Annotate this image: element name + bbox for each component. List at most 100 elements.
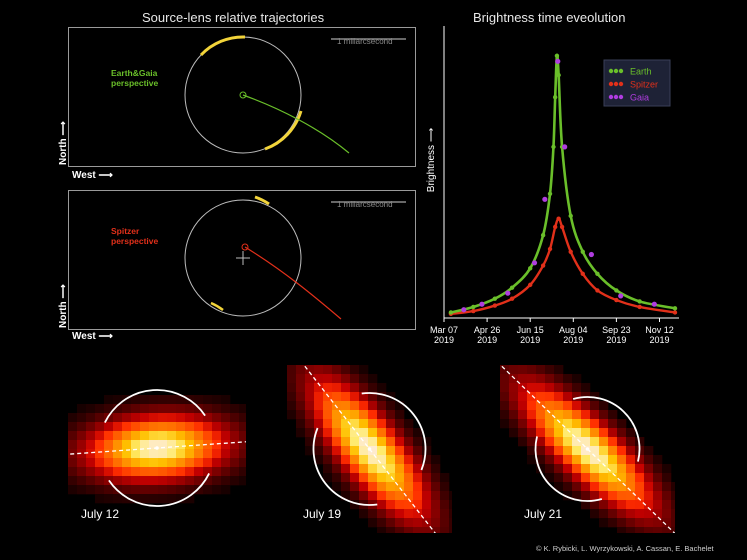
psf-pixel [104,458,114,468]
psf-pixel [635,473,645,483]
data-point-earth [509,285,515,290]
psf-pixel [581,410,591,420]
psf-pixel [431,527,441,533]
psf-pixel [572,401,582,411]
psf-pixel [608,464,618,474]
psf-pixel [158,449,168,459]
psf-pixel [212,395,222,405]
psf-pixel [518,437,528,447]
psf-pixel [581,446,591,456]
psf-pixel [296,401,306,411]
psf-pixel [617,491,627,501]
data-point-gaia [618,293,624,299]
psf-pixel [626,500,636,510]
psf-pixel [671,509,675,519]
psf-pixel [527,401,537,411]
psf-pixel [395,428,405,438]
psf-pixel [563,464,573,474]
psf-pixel [104,413,114,423]
psf-pixel [131,449,141,459]
psf-pixel [509,419,519,429]
psf-pixel [527,383,537,393]
psf-pixel [581,473,591,483]
psf-pixel [590,491,600,501]
psf-pixel [509,401,519,411]
psf-pixel [422,500,432,510]
psf-pixel [287,383,297,393]
psf-pixel [131,476,141,486]
psf-pixel [395,482,405,492]
psf-pixel [554,428,564,438]
psf-pixel [149,467,159,477]
psf-pixel [653,455,663,465]
psf-pixel [527,419,537,429]
psf-pixel [113,449,123,459]
einstein-ring-arc [534,436,603,502]
psf-pixel [221,476,231,486]
psf-pixel [68,440,78,450]
legend-marker [613,81,619,87]
psf-pixel [167,485,177,495]
psf-pixel [377,491,387,501]
psf-pixel [581,383,591,393]
psf-pixel [404,482,414,492]
psf-pixel [131,485,141,495]
psf-pixel [350,419,360,429]
psf-pixel [230,458,240,468]
psf-pixel [500,410,510,420]
psf-pixel [239,431,246,441]
psf-pixel [350,455,360,465]
psf-pixel [653,482,663,492]
psf-pixel [527,365,537,375]
psf-pixel [599,473,609,483]
lens-center [155,446,159,450]
psf-pixel [386,482,396,492]
psf-pixel [395,464,405,474]
psf-pixel [653,527,663,533]
psf-pixel [122,413,132,423]
legend-marker [618,68,624,74]
psf-pixel [341,482,351,492]
psf-pixel [77,458,87,468]
source-trajectory [242,94,350,154]
psf-pixel [314,437,324,447]
psf-pixel [386,401,396,411]
psf-pixel [368,518,378,528]
psf-pixel [617,446,627,456]
psf-pixel [221,395,231,405]
north-label: North ⟶ [58,121,69,165]
psf-pixel [635,509,645,519]
data-point-earth [568,213,573,219]
psf-pixel [359,374,369,384]
psf-pixel [635,500,645,510]
psf-pixel [404,500,414,510]
psf-pixel [368,392,378,402]
psf-pixel [122,494,132,504]
psf-pixel [626,437,636,447]
psf-pixel [212,449,222,459]
psf-pixel [86,467,96,477]
psf-pixel [203,476,213,486]
psf-pixel [386,428,396,438]
psf-pixel [113,440,123,450]
data-point-spitzer [509,296,515,301]
psf-pixel [341,491,351,501]
psf-pixel [572,464,582,474]
data-point-spitzer [547,246,553,252]
psf-pixel [626,446,636,456]
lensed-arc [254,195,270,206]
data-point-gaia [588,251,594,258]
psf-pixel [104,467,114,477]
psf-pixel [95,440,105,450]
psf-pixel [86,476,96,486]
psf-pixel [581,428,591,438]
data-point-earth [471,304,476,310]
psf-pixel [305,437,315,447]
psf-pixel [332,455,342,465]
psf-pixel [671,527,675,533]
psf-pixel [554,419,564,429]
psf-pixel [590,482,600,492]
psf-pixel [122,458,132,468]
psf-pixel [104,395,114,405]
psf-pixel [359,482,369,492]
